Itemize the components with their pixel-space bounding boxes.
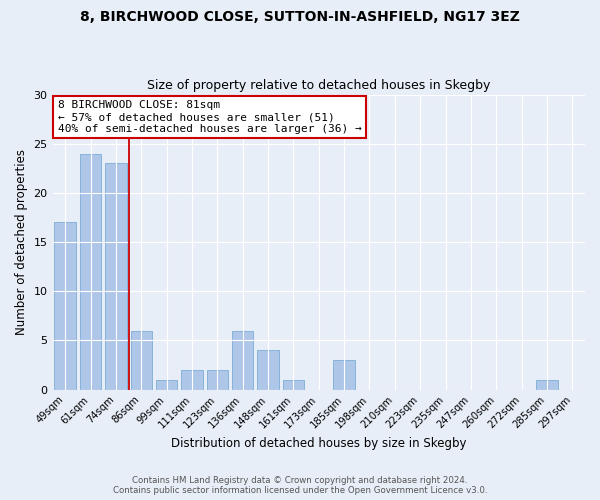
Bar <box>334 360 355 390</box>
Bar <box>283 380 304 390</box>
Bar <box>232 330 253 390</box>
Bar <box>105 164 127 390</box>
X-axis label: Distribution of detached houses by size in Skegby: Distribution of detached houses by size … <box>171 437 467 450</box>
Y-axis label: Number of detached properties: Number of detached properties <box>15 149 28 335</box>
Bar <box>131 330 152 390</box>
Bar <box>156 380 178 390</box>
Bar <box>206 370 228 390</box>
Bar <box>257 350 279 390</box>
Bar <box>181 370 203 390</box>
Text: Contains HM Land Registry data © Crown copyright and database right 2024.
Contai: Contains HM Land Registry data © Crown c… <box>113 476 487 495</box>
Bar <box>536 380 558 390</box>
Text: 8 BIRCHWOOD CLOSE: 81sqm
← 57% of detached houses are smaller (51)
40% of semi-d: 8 BIRCHWOOD CLOSE: 81sqm ← 57% of detach… <box>58 100 362 134</box>
Bar <box>55 222 76 390</box>
Bar <box>80 154 101 390</box>
Text: 8, BIRCHWOOD CLOSE, SUTTON-IN-ASHFIELD, NG17 3EZ: 8, BIRCHWOOD CLOSE, SUTTON-IN-ASHFIELD, … <box>80 10 520 24</box>
Title: Size of property relative to detached houses in Skegby: Size of property relative to detached ho… <box>147 79 490 92</box>
